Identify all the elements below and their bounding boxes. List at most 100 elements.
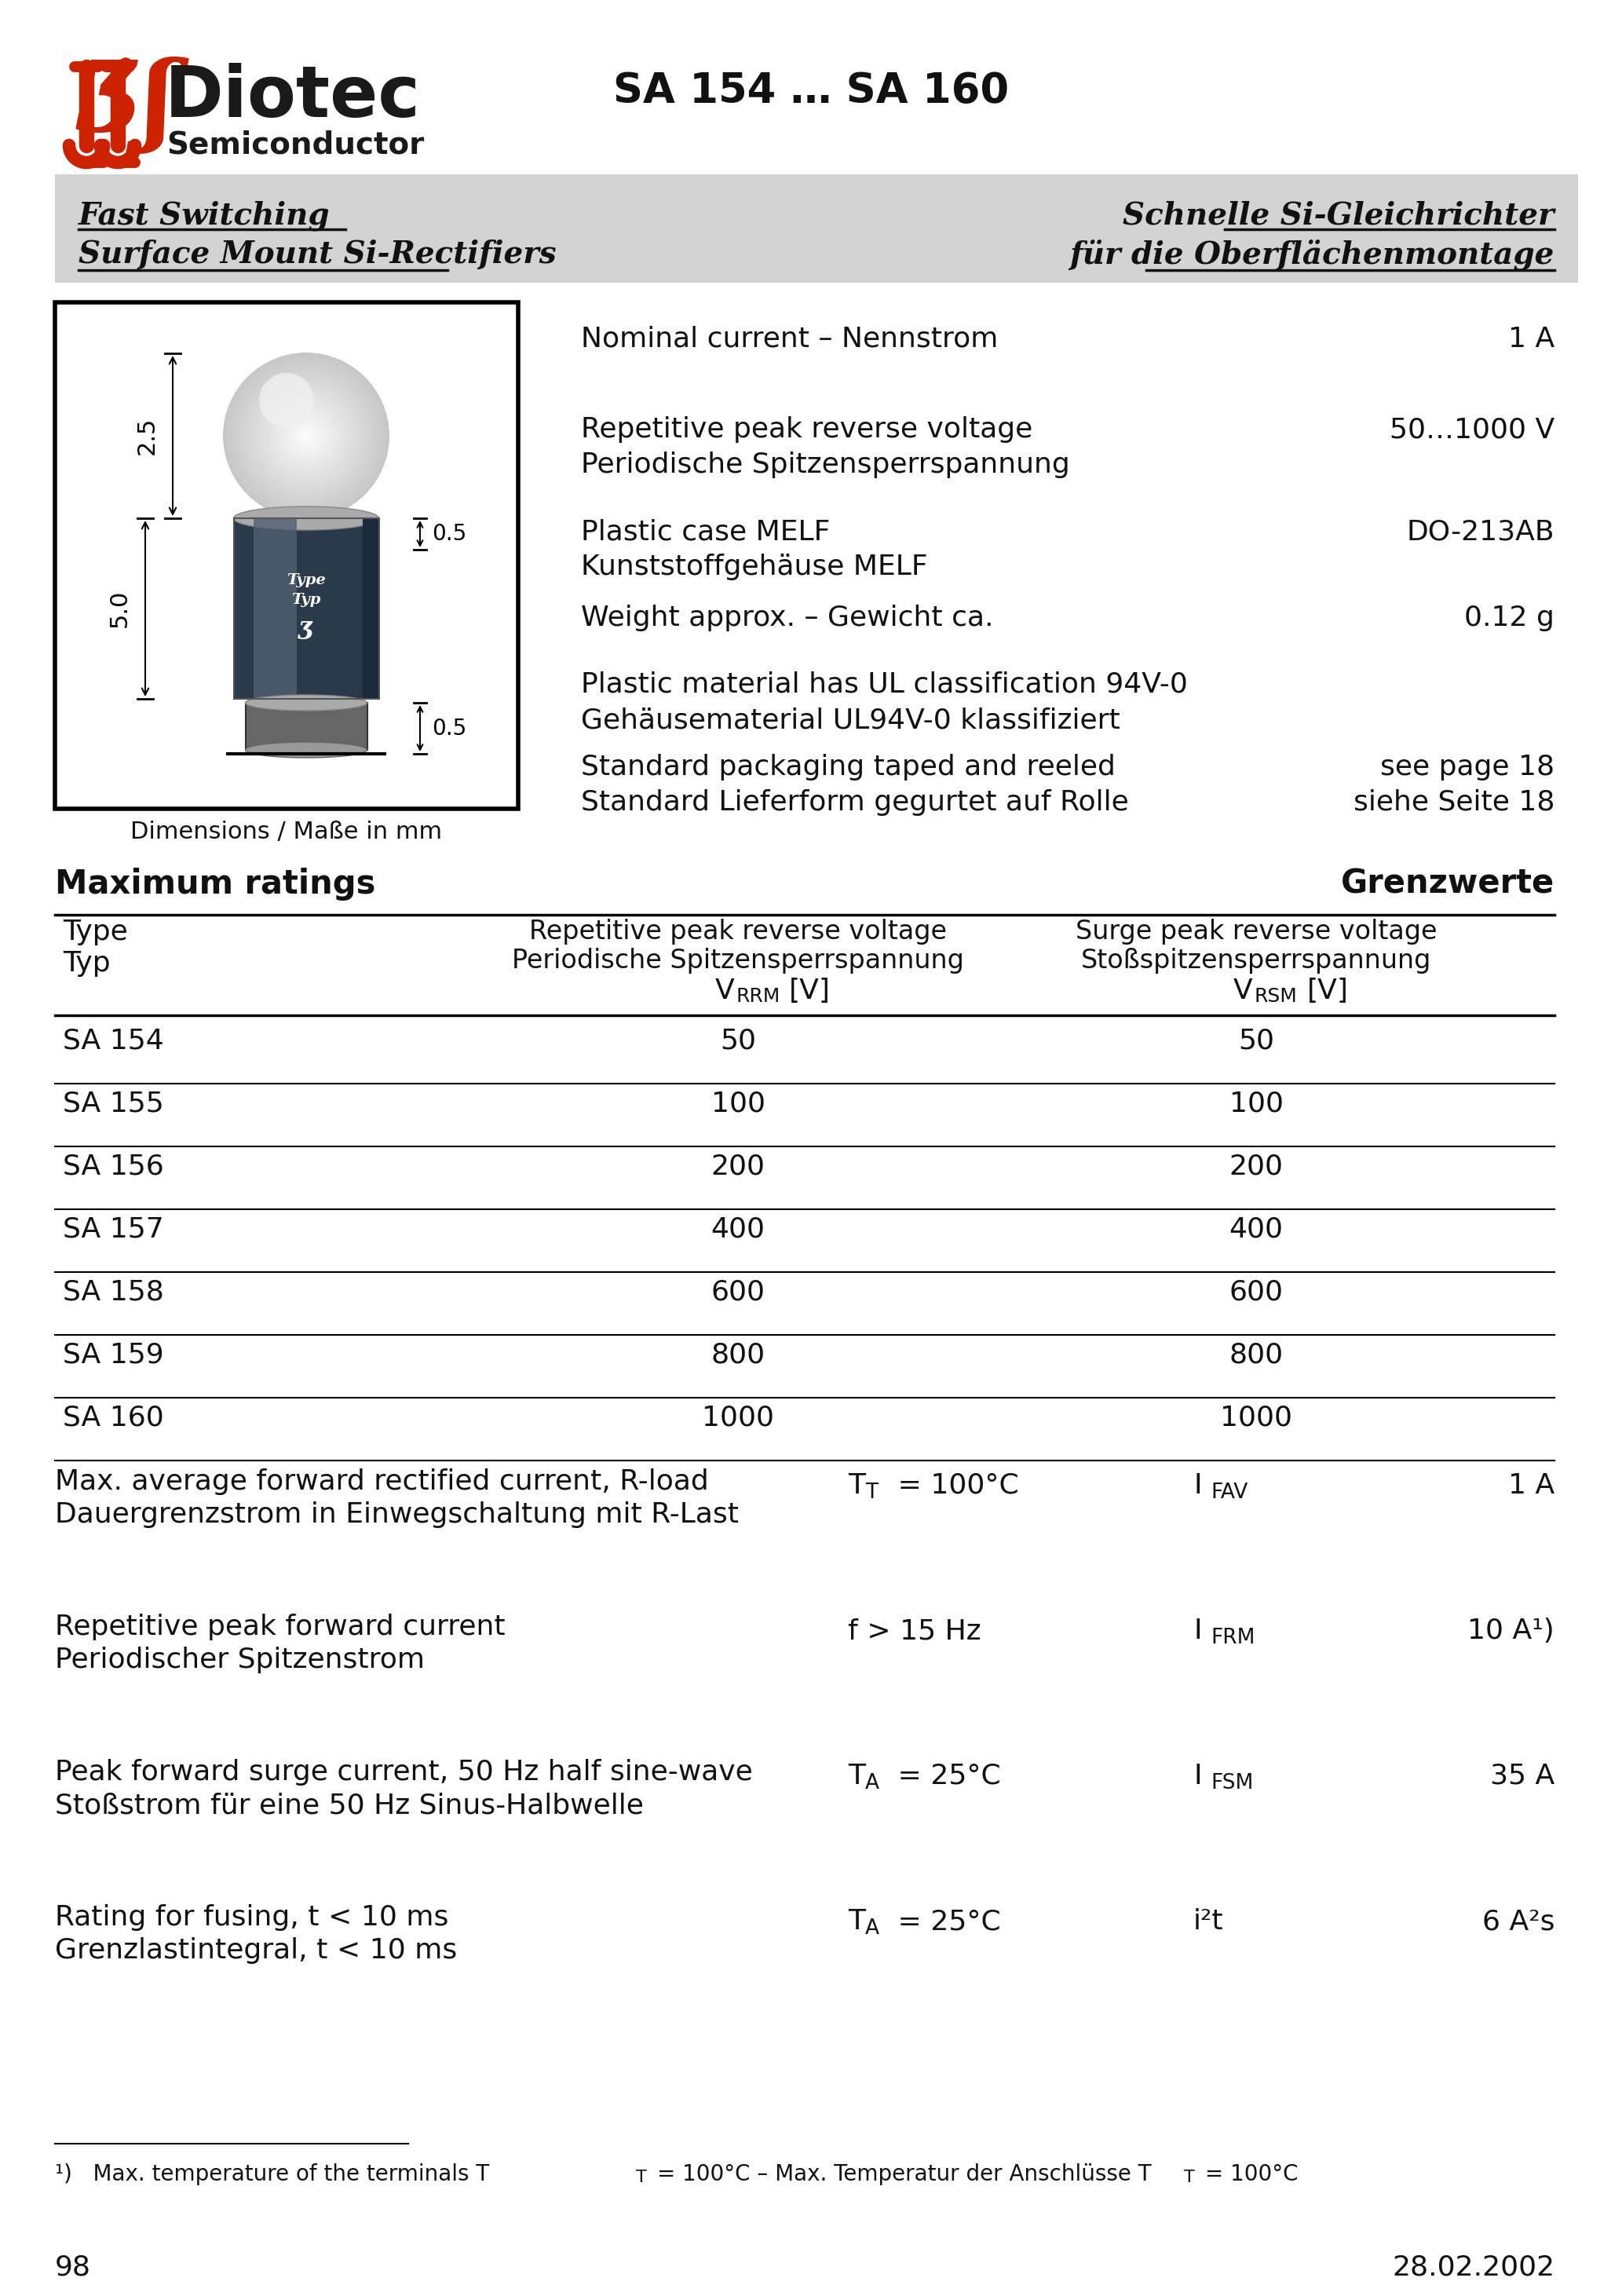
Text: 200: 200 bbox=[710, 1153, 766, 1180]
Text: [V]: [V] bbox=[788, 978, 830, 1003]
Text: 50…1000 V: 50…1000 V bbox=[1390, 416, 1554, 443]
Circle shape bbox=[276, 404, 337, 466]
Circle shape bbox=[303, 434, 308, 439]
Circle shape bbox=[266, 395, 345, 475]
Text: siehe Seite 18: siehe Seite 18 bbox=[1353, 790, 1554, 815]
Text: Type: Type bbox=[287, 574, 326, 588]
Circle shape bbox=[238, 367, 375, 505]
Circle shape bbox=[225, 356, 386, 517]
Text: Rating for fusing, t < 10 ms: Rating for fusing, t < 10 ms bbox=[55, 1903, 449, 1931]
Circle shape bbox=[234, 363, 380, 510]
Bar bbox=[234, 519, 380, 698]
Text: Maximum ratings: Maximum ratings bbox=[55, 868, 376, 900]
Text: Peak forward surge current, 50 Hz half sine-wave: Peak forward surge current, 50 Hz half s… bbox=[55, 1759, 753, 1786]
Text: 100: 100 bbox=[710, 1091, 766, 1116]
Text: = 100°C: = 100°C bbox=[889, 1472, 1019, 1499]
Text: i²t: i²t bbox=[1194, 1908, 1223, 1936]
Text: SA 155: SA 155 bbox=[63, 1091, 164, 1116]
Text: SA 156: SA 156 bbox=[63, 1153, 164, 1180]
Text: = 25°C: = 25°C bbox=[889, 1908, 1001, 1936]
Circle shape bbox=[272, 402, 339, 468]
Text: 400: 400 bbox=[1229, 1215, 1283, 1242]
Circle shape bbox=[224, 354, 389, 519]
Text: 2.5: 2.5 bbox=[136, 418, 159, 455]
Text: ¹)   Max. temperature of the terminals T: ¹) Max. temperature of the terminals T bbox=[55, 2163, 490, 2186]
Text: T: T bbox=[865, 1483, 878, 1504]
Text: 1 A: 1 A bbox=[1508, 1472, 1554, 1499]
Text: Ʒʃ: Ʒʃ bbox=[78, 55, 175, 154]
Text: Dimensions / Maße in mm: Dimensions / Maße in mm bbox=[131, 820, 443, 843]
Text: Repetitive peak forward current: Repetitive peak forward current bbox=[55, 1614, 506, 1639]
Bar bbox=[55, 174, 1578, 282]
Text: SA 158: SA 158 bbox=[63, 1279, 164, 1304]
Text: I: I bbox=[1194, 1763, 1202, 1789]
Text: T: T bbox=[848, 1908, 865, 1936]
Text: Type: Type bbox=[63, 918, 128, 946]
Text: Max. average forward rectified current, R-load: Max. average forward rectified current, … bbox=[55, 1469, 709, 1495]
Text: SA 154 … SA 160: SA 154 … SA 160 bbox=[613, 71, 1009, 113]
Text: [V]: [V] bbox=[1307, 978, 1350, 1003]
Text: 1000: 1000 bbox=[1220, 1403, 1293, 1430]
Circle shape bbox=[247, 377, 365, 494]
Text: Fast Switching: Fast Switching bbox=[78, 200, 331, 230]
Circle shape bbox=[261, 390, 350, 480]
Circle shape bbox=[230, 360, 381, 512]
Circle shape bbox=[250, 379, 363, 491]
Text: 800: 800 bbox=[1229, 1341, 1283, 1368]
Bar bbox=[234, 519, 380, 698]
Text: SA 157: SA 157 bbox=[63, 1215, 164, 1242]
Circle shape bbox=[256, 386, 355, 484]
Circle shape bbox=[297, 427, 316, 445]
Text: 28.02.2002: 28.02.2002 bbox=[1392, 2255, 1554, 2280]
Text: = 25°C: = 25°C bbox=[889, 1763, 1001, 1789]
Text: see page 18: see page 18 bbox=[1380, 753, 1554, 781]
Text: SA 159: SA 159 bbox=[63, 1341, 164, 1368]
Text: DO-213AB: DO-213AB bbox=[1406, 519, 1554, 544]
Text: 600: 600 bbox=[710, 1279, 766, 1304]
Text: Surge peak reverse voltage: Surge peak reverse voltage bbox=[1075, 918, 1437, 944]
Text: Stoßspitzensperrspannung: Stoßspitzensperrspannung bbox=[1080, 948, 1431, 974]
Text: 0.5: 0.5 bbox=[431, 719, 467, 739]
Circle shape bbox=[120, 57, 131, 71]
Text: RRM: RRM bbox=[736, 987, 780, 1006]
Text: T: T bbox=[848, 1472, 865, 1499]
Text: Periodische Spitzensperrspannung: Periodische Spitzensperrspannung bbox=[513, 948, 963, 974]
Text: Typ: Typ bbox=[63, 951, 110, 976]
Circle shape bbox=[269, 397, 344, 473]
Text: f > 15 Hz: f > 15 Hz bbox=[848, 1619, 981, 1644]
Text: 1000: 1000 bbox=[702, 1403, 774, 1430]
Text: Grenzwerte: Grenzwerte bbox=[1341, 868, 1554, 900]
Text: Periodischer Spitzenstrom: Periodischer Spitzenstrom bbox=[55, 1646, 425, 1674]
Text: Schnelle Si-Gleichrichter: Schnelle Si-Gleichrichter bbox=[1122, 200, 1554, 230]
Circle shape bbox=[287, 418, 324, 455]
Text: Weight approx. – Gewicht ca.: Weight approx. – Gewicht ca. bbox=[581, 604, 994, 631]
Circle shape bbox=[245, 374, 368, 496]
Bar bbox=[247, 703, 368, 751]
Text: Kunststoffgehäuse MELF: Kunststoffgehäuse MELF bbox=[581, 553, 928, 581]
Circle shape bbox=[281, 411, 333, 461]
Text: I: I bbox=[1194, 1619, 1202, 1644]
Circle shape bbox=[240, 370, 371, 503]
Text: RSM: RSM bbox=[1254, 987, 1298, 1006]
Bar bbox=[363, 519, 378, 698]
Text: I: I bbox=[1194, 1472, 1202, 1499]
Text: T: T bbox=[848, 1763, 865, 1789]
Circle shape bbox=[290, 420, 323, 452]
Text: 600: 600 bbox=[1229, 1279, 1283, 1304]
Text: Stoßstrom für eine 50 Hz Sinus-Halbwelle: Stoßstrom für eine 50 Hz Sinus-Halbwelle bbox=[55, 1791, 644, 1818]
Circle shape bbox=[277, 406, 334, 464]
Text: Periodische Spitzensperrspannung: Periodische Spitzensperrspannung bbox=[581, 452, 1071, 478]
Text: 6 A²s: 6 A²s bbox=[1483, 1908, 1554, 1936]
Text: 200: 200 bbox=[1229, 1153, 1283, 1180]
Text: T: T bbox=[636, 2170, 647, 2186]
Text: Typ: Typ bbox=[292, 592, 321, 606]
Circle shape bbox=[260, 372, 315, 427]
Text: Repetitive peak reverse voltage: Repetitive peak reverse voltage bbox=[581, 416, 1033, 443]
Text: = 100°C: = 100°C bbox=[1199, 2163, 1298, 2186]
Circle shape bbox=[271, 400, 342, 471]
Circle shape bbox=[229, 358, 384, 514]
Text: Surface Mount Si-Rectifiers: Surface Mount Si-Rectifiers bbox=[78, 239, 556, 269]
Ellipse shape bbox=[245, 696, 367, 712]
Circle shape bbox=[243, 372, 370, 501]
Text: FRM: FRM bbox=[1210, 1628, 1255, 1649]
